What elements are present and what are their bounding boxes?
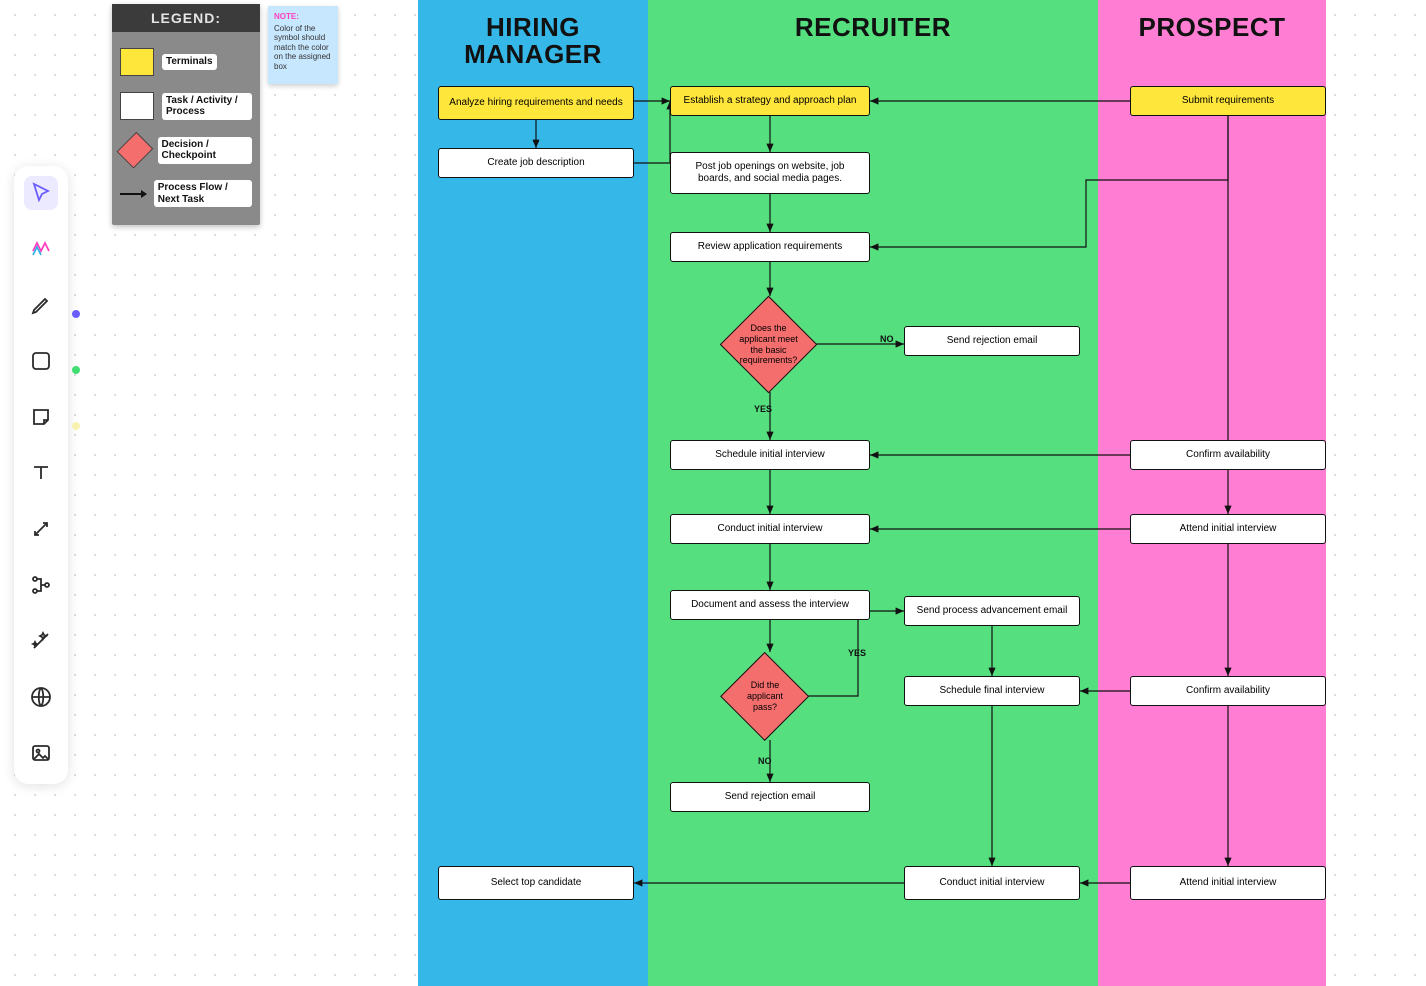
legend-row: Terminals [118,40,254,84]
note-sticky[interactable]: NOTE: Color of the symbol should match t… [268,6,338,84]
legend-title: LEGEND: [112,4,260,32]
legend-swatch [120,92,154,120]
flow-node-r12[interactable]: Send rejection email [670,782,870,812]
toolbar [14,166,68,784]
legend-swatch [120,48,154,76]
flow-node-p1[interactable]: Submit requirements [1130,86,1326,116]
flow-node-r1[interactable]: Establish a strategy and approach plan [670,86,870,116]
flow-node-p5[interactable]: Attend initial interview [1130,866,1326,900]
legend-row: Task / Activity / Process [118,84,254,128]
ai-tool[interactable] [24,232,58,266]
flow-node-r13[interactable]: Conduct initial interview [904,866,1080,900]
web-tool[interactable] [24,680,58,714]
flow-node-r3[interactable]: Review application requirements [670,232,870,262]
tool-color-indicator [72,422,80,430]
flow-node-p2[interactable]: Confirm availability [1130,440,1326,470]
flow-node-r6[interactable]: Schedule initial interview [670,440,870,470]
flow-node-p4[interactable]: Confirm availability [1130,676,1326,706]
flowchart-surface[interactable]: Analyze hiring requirements and needs Cre… [418,0,1426,986]
edge-label: YES [754,404,772,414]
flow-edge [870,116,1228,247]
tool-color-indicator [72,310,80,318]
mindmap-tool[interactable] [24,568,58,602]
flow-node-r10[interactable]: Send process advancement email [904,596,1080,626]
text-tool[interactable] [24,456,58,490]
legend-label: Task / Activity / Process [162,93,252,120]
flow-node-r11[interactable]: Schedule final interview [904,676,1080,706]
connector-tool[interactable] [24,512,58,546]
flow-node-r5[interactable]: Send rejection email [904,326,1080,356]
cursor-tool[interactable] [24,176,58,210]
legend-label: Terminals [162,54,217,70]
legend-swatch [117,132,153,168]
edge-label: NO [758,756,772,766]
legend-label: Process Flow / Next Task [154,180,252,207]
flow-node-p3[interactable]: Attend initial interview [1130,514,1326,544]
edge-label: YES [848,648,866,658]
note-title: NOTE: [274,12,332,22]
flow-node-h3[interactable]: Select top candidate [438,866,634,900]
image-tool[interactable] [24,736,58,770]
legend-row: Process Flow / Next Task [118,172,254,215]
magic-tool[interactable] [24,624,58,658]
legend-card[interactable]: LEGEND: Terminals Task / Activity / Proce… [112,4,260,225]
note-body: Color of the symbol should match the col… [274,24,332,72]
shape-tool[interactable] [24,344,58,378]
flow-node-r9[interactable]: Did the applicant pass? [720,652,810,742]
legend-label: Decision / Checkpoint [158,137,252,164]
flow-node-r4[interactable]: Does the applicant meet the basic requir… [720,296,818,394]
legend-row: Decision / Checkpoint [118,128,254,172]
flow-node-r7[interactable]: Conduct initial interview [670,514,870,544]
flow-node-h2[interactable]: Create job description [438,148,634,178]
pen-tool[interactable] [24,288,58,322]
flow-node-h1[interactable]: Analyze hiring requirements and needs [438,86,634,120]
flow-node-r2[interactable]: Post job openings on website, job boards… [670,152,870,194]
sticky-tool[interactable] [24,400,58,434]
flow-node-r8[interactable]: Document and assess the interview [670,590,870,620]
legend-swatch [120,193,146,195]
tool-color-indicator [72,366,80,374]
edge-label: NO [880,334,894,344]
flow-edge [634,101,670,163]
